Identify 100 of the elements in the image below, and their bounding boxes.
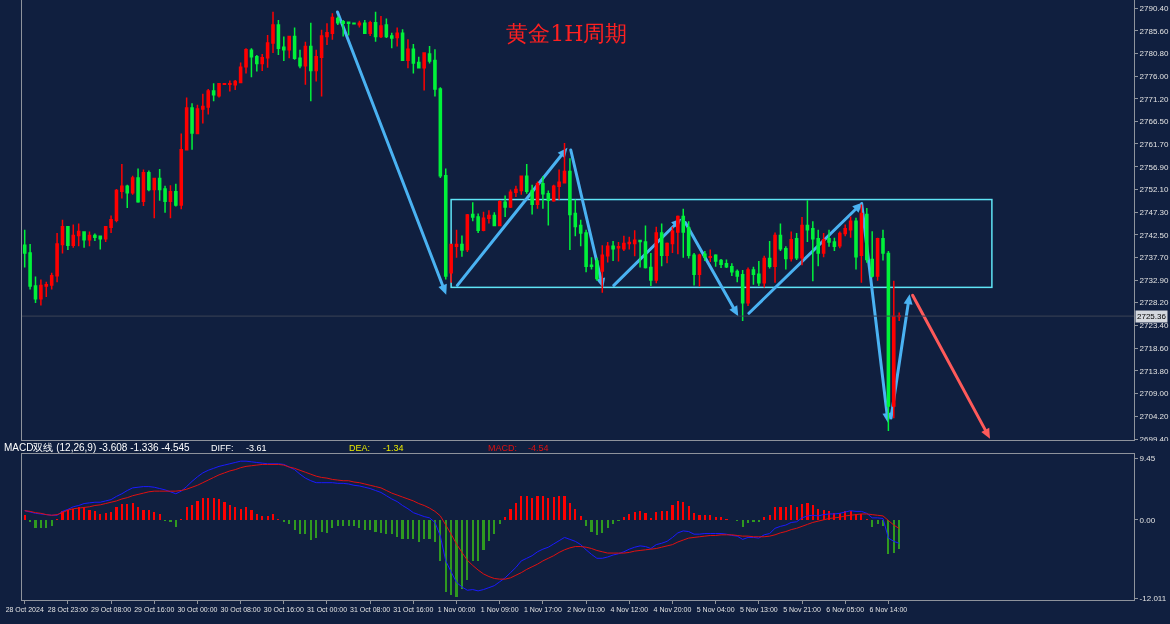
bar — [385, 519, 388, 535]
bar — [169, 519, 172, 523]
candlestick — [368, 20, 372, 37]
candlestick — [422, 51, 426, 92]
candlestick — [443, 167, 448, 281]
bar — [525, 496, 528, 520]
bar — [423, 519, 426, 540]
candlestick — [255, 54, 259, 73]
text: 黄金1H周期 — [506, 20, 628, 46]
candlestick — [616, 241, 621, 263]
bar — [601, 519, 604, 533]
bar — [104, 513, 107, 520]
candlestick — [681, 208, 686, 259]
candlestick — [152, 177, 157, 220]
y-tick-label: 2752.10 — [1139, 185, 1170, 195]
text: MACD双线 (12,26,9) -3.608 -1.336 -4.545 — [4, 442, 191, 453]
candlestick — [611, 240, 615, 262]
candlestick — [546, 189, 551, 227]
candlestick — [39, 278, 43, 307]
candlestick — [303, 40, 308, 86]
y-tick-label: 2766.50 — [1139, 117, 1170, 127]
y-tick-label: 2747.30 — [1139, 207, 1170, 217]
candlestick — [665, 241, 669, 265]
bar — [331, 519, 334, 528]
ref-line-label: 2725.36 — [1137, 312, 1167, 321]
candlestick — [589, 256, 594, 271]
bar — [234, 506, 237, 520]
candlestick — [454, 228, 459, 259]
candlestick — [82, 230, 86, 249]
bar — [298, 519, 302, 535]
candlestick — [136, 167, 140, 204]
candlestick — [449, 243, 453, 284]
candlestick — [643, 224, 648, 270]
bar — [369, 519, 372, 530]
bar — [261, 515, 264, 520]
bar — [784, 506, 787, 520]
bar — [579, 515, 582, 520]
bar — [606, 519, 609, 528]
bar — [223, 501, 226, 520]
candlestick — [217, 82, 221, 99]
bar — [514, 502, 517, 520]
candlestick — [395, 26, 399, 48]
bar — [239, 508, 242, 520]
candlestick — [147, 169, 151, 193]
candlestick — [827, 228, 831, 248]
bar — [482, 519, 485, 551]
bar — [703, 515, 706, 520]
candlestick — [460, 234, 464, 258]
text: -4.54 — [528, 443, 549, 453]
candlestick — [573, 198, 578, 238]
candlestick — [789, 230, 794, 263]
bar — [185, 506, 188, 520]
y-tick-label: 2790.40 — [1139, 3, 1170, 13]
candlestick — [654, 226, 659, 284]
bar — [23, 514, 26, 520]
bar — [709, 515, 712, 520]
bar — [304, 519, 307, 535]
candlestick — [379, 15, 383, 39]
bar — [639, 510, 642, 520]
candlestick — [362, 19, 367, 35]
candlestick — [541, 175, 545, 210]
bar — [773, 507, 777, 520]
bar — [665, 510, 669, 520]
candlestick — [767, 240, 772, 270]
bar — [174, 519, 177, 527]
candlestick — [389, 31, 394, 50]
y-tick-label: 2742.50 — [1139, 230, 1170, 240]
y-tick-label: -12.011 — [1139, 593, 1167, 603]
bar — [99, 513, 102, 520]
candlestick — [659, 222, 664, 267]
candlestick — [314, 48, 318, 83]
bar — [552, 497, 555, 520]
candlestick — [55, 232, 59, 284]
bar — [358, 519, 361, 528]
candlestick — [503, 194, 507, 218]
candlestick — [514, 184, 518, 198]
y-tick-label: 2737.70 — [1139, 253, 1170, 263]
y-tick-label: 2723.40 — [1139, 321, 1170, 331]
bar — [595, 519, 598, 535]
candlestick — [249, 47, 254, 78]
candlestick — [832, 237, 837, 252]
candlestick — [174, 183, 178, 208]
bar — [255, 513, 258, 520]
bar — [790, 505, 793, 520]
bar — [131, 502, 134, 520]
bar — [644, 513, 647, 520]
bar — [217, 498, 221, 520]
text: -3.61 — [246, 443, 267, 453]
candlestick — [71, 223, 76, 249]
bar — [401, 519, 404, 539]
candlestick — [384, 17, 389, 39]
bar — [655, 512, 658, 520]
candlestick — [282, 35, 286, 62]
candlestick — [163, 184, 167, 214]
candlestick — [892, 280, 896, 419]
bar — [34, 519, 37, 528]
candlestick — [578, 219, 583, 248]
candlestick — [649, 252, 653, 287]
bar — [374, 519, 377, 533]
candlestick — [632, 229, 637, 257]
